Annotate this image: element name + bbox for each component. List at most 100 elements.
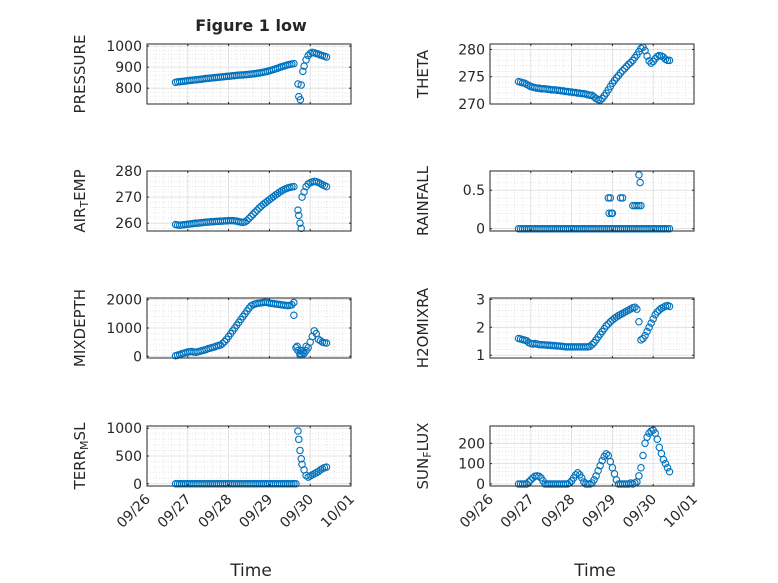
data-point xyxy=(607,209,616,218)
data-point xyxy=(665,468,674,476)
data-point xyxy=(290,298,298,307)
data-point xyxy=(290,182,298,191)
y-tick-label: 280 xyxy=(458,42,485,58)
data-point xyxy=(665,224,674,233)
y-tick-label: 260 xyxy=(115,216,142,232)
x-tick-label: 09/28 xyxy=(539,492,579,532)
y-axis-label-part: SUN xyxy=(414,458,432,490)
y-axis-label: PRESSURE xyxy=(71,35,89,114)
data-point xyxy=(292,480,300,488)
y-axis-label-subscript: M xyxy=(78,440,91,450)
data-point xyxy=(643,327,651,336)
data-point xyxy=(637,336,645,344)
data-point xyxy=(294,206,302,214)
data-point xyxy=(637,463,645,472)
subplot-5: 0 1000 2000 MIXDEPTH xyxy=(71,289,352,367)
data-point xyxy=(635,472,643,480)
axes-box xyxy=(489,170,695,232)
x-tick-label: 09/28 xyxy=(196,492,236,532)
data-point xyxy=(637,201,645,210)
subplot-1: 800 900 1000 PRESSURE xyxy=(71,35,352,114)
x-axis-label-right: Time xyxy=(573,561,616,581)
y-axis-label-subscript: T xyxy=(78,201,91,209)
y-tick-label: 1000 xyxy=(106,321,142,337)
x-tick-label: 09/26 xyxy=(114,491,154,531)
y-tick-label: 200 xyxy=(458,436,485,452)
data-point xyxy=(294,427,302,435)
x-tick-label: 09/29 xyxy=(579,492,619,532)
data-point xyxy=(635,201,643,210)
data-point xyxy=(665,56,674,65)
y-tick-label: 800 xyxy=(115,81,142,97)
data-point xyxy=(296,219,304,227)
data-point xyxy=(602,450,611,458)
y-tick-label: 0 xyxy=(133,349,142,365)
y-tick-label: 0.5 xyxy=(463,183,485,199)
axes-box xyxy=(489,297,695,359)
y-tick-label: 275 xyxy=(458,70,485,86)
data-point xyxy=(322,53,331,61)
data-point xyxy=(290,59,298,68)
subplot-2: 270 275 280 THETA xyxy=(414,42,695,113)
y-axis-label: TERRMSL xyxy=(71,422,91,491)
data-point xyxy=(255,204,263,212)
data-point xyxy=(606,194,615,202)
data-point xyxy=(598,456,606,465)
y-axis-label: MIXDEPTH xyxy=(71,289,89,367)
subplot-3: 260 270 280 AIRTEMP xyxy=(71,164,352,233)
x-tick-label: 09/30 xyxy=(277,492,317,532)
y-axis-label-part: EMP xyxy=(71,169,89,200)
y-axis-label: AIRTEMP xyxy=(71,169,91,232)
axes-box xyxy=(489,425,695,487)
data-point xyxy=(290,311,298,320)
data-point xyxy=(220,337,229,346)
y-axis-label: RAINFALL xyxy=(414,165,432,236)
data-point xyxy=(299,348,307,356)
y-axis-label-part: TERR xyxy=(71,450,89,491)
subplot-4: 0 0.5 RAINFALL xyxy=(414,165,695,238)
data-point xyxy=(665,302,674,311)
data-point xyxy=(522,480,531,488)
data-point xyxy=(641,331,649,340)
data-point xyxy=(612,313,621,321)
data-point xyxy=(293,342,301,351)
axes-box xyxy=(146,170,352,232)
y-tick-label: 900 xyxy=(115,60,142,76)
data-point xyxy=(253,206,261,214)
data-point xyxy=(297,81,305,89)
data-point xyxy=(299,67,307,76)
y-tick-label: 100 xyxy=(458,457,485,473)
data-point xyxy=(663,56,672,65)
data-point xyxy=(520,480,529,488)
y-axis-label-part: AIR xyxy=(71,208,89,233)
data-point xyxy=(647,59,655,67)
data-point xyxy=(525,478,533,486)
data-point xyxy=(605,209,613,218)
x-tick-label: 09/26 xyxy=(457,491,497,531)
data-point xyxy=(663,463,672,472)
data-point xyxy=(636,178,644,187)
data-point xyxy=(592,472,600,480)
data-point xyxy=(294,80,302,88)
data-point xyxy=(620,64,629,73)
y-axis-label-part: THETA xyxy=(414,49,432,99)
data-point xyxy=(297,224,305,233)
data-point xyxy=(612,74,621,82)
data-point xyxy=(643,52,651,60)
y-tick-label: 1 xyxy=(476,348,485,364)
data-point xyxy=(247,212,255,221)
x-tick-label: 09/27 xyxy=(155,492,195,532)
data-point xyxy=(322,339,331,347)
x-tick-label: 09/30 xyxy=(620,492,660,532)
data-point xyxy=(296,446,304,455)
data-point xyxy=(288,301,296,309)
plot-area xyxy=(490,171,694,231)
y-axis-label-part: H2OMIXRA xyxy=(414,287,432,368)
y-axis-label: THETA xyxy=(414,49,432,99)
data-point xyxy=(659,455,668,464)
data-point xyxy=(578,474,586,482)
data-point xyxy=(616,194,625,202)
